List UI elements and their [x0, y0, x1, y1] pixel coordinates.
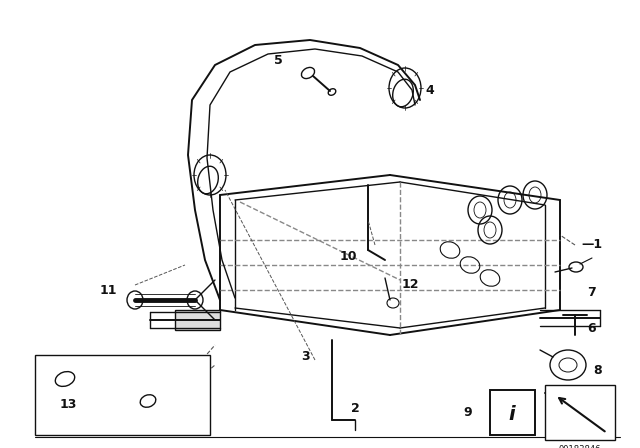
- Text: 4: 4: [426, 83, 435, 96]
- Text: 12: 12: [401, 279, 419, 292]
- Text: 6: 6: [588, 322, 596, 335]
- Text: 00183846: 00183846: [559, 445, 601, 448]
- Text: 3: 3: [301, 350, 309, 363]
- Polygon shape: [175, 310, 220, 330]
- Text: 10: 10: [339, 250, 356, 263]
- Text: 2: 2: [351, 401, 360, 414]
- Bar: [490, 390, 535, 435]
- Bar: [35, 355, 210, 435]
- Text: 7: 7: [588, 285, 596, 298]
- Bar: [545, 385, 615, 440]
- Text: 9: 9: [464, 406, 472, 419]
- Text: 11: 11: [99, 284, 116, 297]
- Text: —1: —1: [581, 238, 603, 251]
- Text: 13: 13: [60, 399, 77, 412]
- Text: i: i: [509, 405, 515, 425]
- Text: 5: 5: [274, 53, 282, 66]
- Text: 8: 8: [594, 363, 602, 376]
